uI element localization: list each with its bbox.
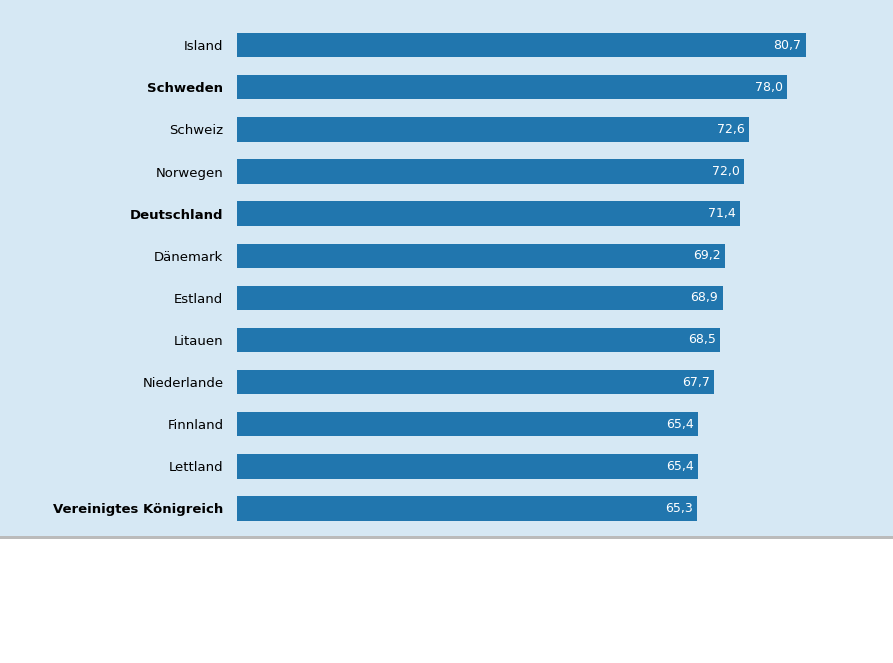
Text: 80,7: 80,7: [773, 38, 802, 52]
Text: 68,5: 68,5: [688, 333, 715, 347]
Text: Stand 04.12.2019: Stand 04.12.2019: [18, 608, 123, 621]
Bar: [237, 75, 787, 99]
Text: Bundesanstalt für Arbeitsschutz
und Arbeitsmedizin: Bundesanstalt für Arbeitsschutz und Arbe…: [609, 638, 777, 662]
Bar: [237, 496, 697, 520]
Bar: [237, 454, 698, 479]
Bar: [237, 33, 805, 58]
Text: 71,4: 71,4: [708, 207, 736, 220]
Text: 67,7: 67,7: [682, 376, 710, 389]
Text: 68,9: 68,9: [690, 291, 718, 304]
Bar: [237, 202, 740, 226]
Bar: [237, 117, 748, 142]
Text: Arbeitswelt im Wandel,: Arbeitswelt im Wandel,: [612, 547, 738, 557]
Text: Quelle: Eurostat, Erwerbstätigenquote älterer Erwerbstätiger – insgesamt: Quelle: Eurostat, Erwerbstätigenquote äl…: [18, 580, 455, 593]
Text: 65,3: 65,3: [665, 502, 693, 515]
Bar: [237, 370, 714, 394]
Text: 65,4: 65,4: [666, 460, 694, 473]
Text: baua: baua: [609, 587, 690, 615]
Bar: [237, 159, 745, 184]
Text: :: :: [705, 587, 717, 615]
Bar: [237, 328, 720, 352]
Bar: [237, 243, 725, 268]
Text: 65,4: 65,4: [666, 418, 694, 431]
Text: 78,0: 78,0: [755, 81, 782, 93]
Text: 72,0: 72,0: [713, 165, 740, 178]
Bar: [237, 412, 698, 436]
Bar: [237, 286, 722, 310]
Text: Alle Angaben in Prozent: Alle Angaben in Prozent: [18, 554, 159, 567]
Text: 72,6: 72,6: [717, 123, 745, 136]
Text: 69,2: 69,2: [693, 249, 721, 263]
Text: Ausgabe 2020: Ausgabe 2020: [612, 565, 690, 575]
